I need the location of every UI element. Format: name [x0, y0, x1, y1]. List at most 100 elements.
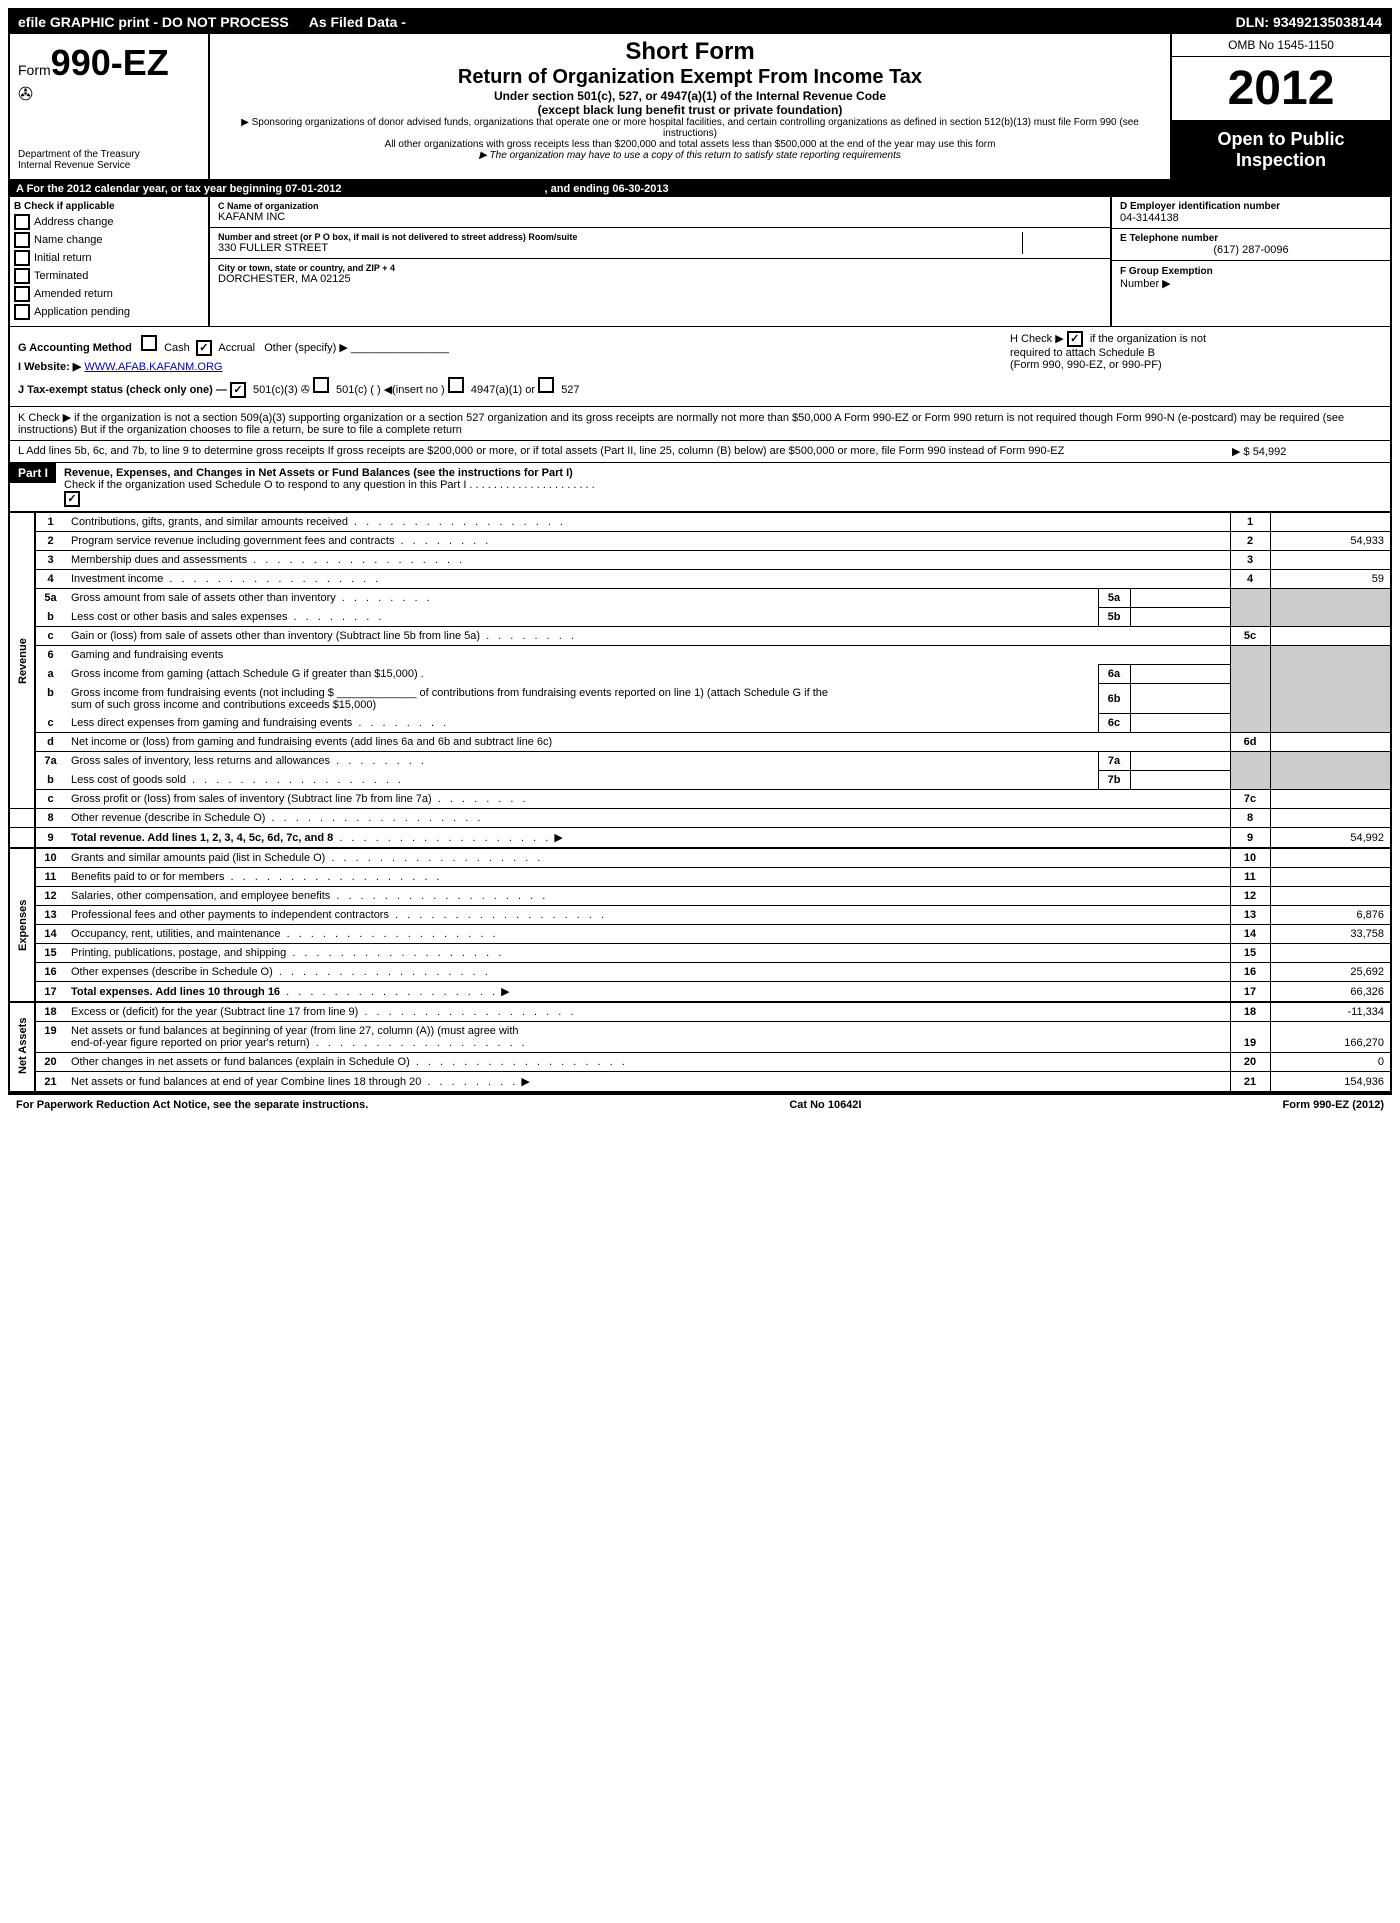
phone-value: (617) 287-0096: [1120, 244, 1382, 256]
other-label: Other (specify) ▶: [264, 342, 348, 354]
k-check-text: K Check ▶ if the organization is not a s…: [18, 411, 1382, 436]
title-box: Short Form Return of Organization Exempt…: [210, 34, 1170, 179]
sponsor2: All other organizations with gross recei…: [218, 139, 1162, 150]
topbar-left: efile GRAPHIC print - DO NOT PROCESS: [18, 14, 289, 30]
revenue-label: Revenue: [10, 513, 35, 809]
h-check-col: H Check ▶ if the organization is not req…: [1002, 331, 1382, 402]
short-form: Short Form: [218, 38, 1162, 66]
footer: For Paperwork Reduction Act Notice, see …: [8, 1095, 1392, 1115]
footer-middle: Cat No 10642I: [789, 1099, 861, 1111]
checkbox-col: B Check if applicable Address change Nam…: [10, 197, 210, 326]
year-box: OMB No 1545-1150 2012 Open to Public Ins…: [1170, 34, 1390, 179]
website-label: I Website: ▶: [18, 361, 81, 373]
city: DORCHESTER, MA 02125: [218, 273, 1102, 285]
cb-schedule-o[interactable]: [64, 491, 80, 507]
return-title: Return of Organization Exempt From Incom…: [218, 66, 1162, 89]
address-col: C Name of organization KAFANM INC Number…: [210, 197, 1110, 326]
street-row: Number and street (or P O box, if mail i…: [210, 228, 1110, 259]
open-public: Open to Public: [1180, 129, 1382, 150]
cb-terminated[interactable]: Terminated: [14, 268, 204, 284]
middle-section: G Accounting Method Cash Accrual Other (…: [10, 327, 1390, 407]
section-a-ending: , and ending 06-30-2013: [545, 183, 669, 195]
info-section: B Check if applicable Address change Nam…: [10, 197, 1390, 327]
part1-title-row: Part I Revenue, Expenses, and Changes in…: [10, 463, 1390, 512]
part1-section: Part I Revenue, Expenses, and Changes in…: [10, 463, 1390, 1093]
org-name: KAFANM INC: [218, 211, 1102, 223]
org-name-label: C Name of organization: [218, 201, 1102, 211]
sponsor1: ▶ Sponsoring organizations of donor advi…: [218, 117, 1162, 139]
irs: Internal Revenue Service: [18, 160, 200, 171]
part1-label: Part I: [10, 463, 56, 483]
cb-cash[interactable]: [141, 335, 157, 351]
footer-left: For Paperwork Reduction Act Notice, see …: [16, 1099, 368, 1111]
org-name-row: C Name of organization KAFANM INC: [210, 197, 1110, 228]
form-number: Form990-EZ ✇: [18, 42, 200, 105]
expenses-label: Expenses: [10, 848, 35, 1002]
h-check-text3: required to attach Schedule B: [1010, 347, 1382, 359]
tax-exempt-label: J Tax-exempt status (check only one) —: [18, 384, 227, 396]
cb-pending[interactable]: Application pending: [14, 304, 204, 320]
top-bar: efile GRAPHIC print - DO NOT PROCESS As …: [10, 10, 1390, 34]
accrual-label: Accrual: [218, 342, 255, 354]
topbar-right: DLN: 93492135038144: [1236, 14, 1382, 30]
cb-h-check[interactable]: [1067, 331, 1083, 347]
topbar-middle: As Filed Data -: [309, 14, 406, 30]
group-label2: Number ▶: [1120, 277, 1382, 290]
financial-table: Revenue 1 Contributions, gifts, grants, …: [10, 512, 1390, 1091]
omb-number: OMB No 1545-1150: [1172, 34, 1390, 57]
accounting-row: G Accounting Method Cash Accrual Other (…: [18, 335, 1002, 356]
section-a: A For the 2012 calendar year, or tax yea…: [10, 181, 1390, 197]
inspection-box: Open to Public Inspection: [1172, 121, 1390, 179]
checkbox-title: B Check if applicable: [14, 201, 204, 212]
cb-name-change[interactable]: Name change: [14, 232, 204, 248]
ein-row: D Employer identification number 04-3144…: [1112, 197, 1390, 229]
website-row: I Website: ▶ WWW.AFAB.KAFANM.ORG: [18, 360, 1002, 373]
h-check-text2: if the organization is not: [1090, 333, 1206, 345]
l-section: L Add lines 5b, 6c, and 7b, to line 9 to…: [10, 441, 1390, 463]
cb-527[interactable]: [538, 377, 554, 393]
form-prefix: Form: [18, 62, 51, 78]
section-a-text: A For the 2012 calendar year, or tax yea…: [16, 183, 341, 195]
header-section: Form990-EZ ✇ Department of the Treasury …: [10, 34, 1390, 181]
l-line-amount: ▶ $ 54,992: [1232, 445, 1382, 458]
street-label: Number and street (or P O box, if mail i…: [218, 232, 1022, 242]
cash-label: Cash: [164, 342, 190, 354]
city-row: City or town, state or country, and ZIP …: [210, 259, 1110, 289]
inspection: Inspection: [1180, 150, 1382, 171]
group-exempt-row: F Group Exemption Number ▶: [1112, 261, 1390, 294]
city-label: City or town, state or country, and ZIP …: [218, 263, 1102, 273]
cb-amended[interactable]: Amended return: [14, 286, 204, 302]
street: 330 FULLER STREET: [218, 242, 1022, 254]
tax-exempt-row: J Tax-exempt status (check only one) — 5…: [18, 377, 1002, 398]
state-req: ▶ The organization may have to use a cop…: [218, 150, 1162, 161]
netassets-label: Net Assets: [10, 1002, 35, 1091]
dept-treasury: Department of the Treasury: [18, 149, 200, 160]
cb-initial-return[interactable]: Initial return: [14, 250, 204, 266]
cb-501c3[interactable]: [230, 382, 246, 398]
cb-accrual[interactable]: [196, 340, 212, 356]
part1-title-text: Revenue, Expenses, and Changes in Net As…: [56, 463, 1390, 511]
cb-4947[interactable]: [448, 377, 464, 393]
k-section: K Check ▶ if the organization is not a s…: [10, 407, 1390, 441]
ein-label: D Employer identification number: [1120, 201, 1382, 212]
phone-row: E Telephone number (617) 287-0096: [1112, 229, 1390, 261]
subtitle: Under section 501(c), 527, or 4947(a)(1)…: [218, 89, 1162, 103]
website-url[interactable]: WWW.AFAB.KAFANM.ORG: [84, 361, 222, 373]
right-col: D Employer identification number 04-3144…: [1110, 197, 1390, 326]
l-line-text: L Add lines 5b, 6c, and 7b, to line 9 to…: [18, 445, 1232, 458]
form-number-box: Form990-EZ ✇ Department of the Treasury …: [10, 34, 210, 179]
cb-address-change[interactable]: Address change: [14, 214, 204, 230]
group-label: F Group Exemption: [1120, 266, 1213, 277]
part1-check-text: Check if the organization used Schedule …: [64, 479, 595, 491]
h-check-label: H Check ▶: [1010, 333, 1064, 345]
form-container: efile GRAPHIC print - DO NOT PROCESS As …: [8, 8, 1392, 1095]
accounting-label: G Accounting Method: [18, 342, 132, 354]
h-check-text4: (Form 990, 990-EZ, or 990-PF): [1010, 359, 1382, 371]
dept-info: Department of the Treasury Internal Reve…: [18, 149, 200, 171]
part1-title: Revenue, Expenses, and Changes in Net As…: [64, 467, 573, 479]
accounting-h-row: G Accounting Method Cash Accrual Other (…: [18, 331, 1382, 402]
phone-label: E Telephone number: [1120, 233, 1382, 244]
cb-501c[interactable]: [313, 377, 329, 393]
tax-year: 2012: [1172, 57, 1390, 121]
form-num-big: 990-EZ: [51, 42, 169, 83]
